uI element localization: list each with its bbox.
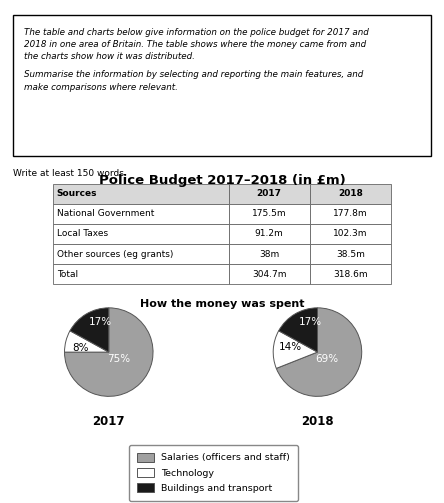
Bar: [310, 184, 391, 204]
Text: 102.3m: 102.3m: [333, 229, 368, 238]
Bar: [310, 264, 391, 284]
Text: 91.2m: 91.2m: [255, 229, 284, 238]
Bar: [310, 204, 391, 224]
Text: 17%: 17%: [89, 317, 112, 327]
Bar: [53, 264, 229, 284]
Text: 2018: 2018: [301, 415, 334, 428]
Text: Other sources (eg grants): Other sources (eg grants): [57, 249, 173, 259]
Text: 318.6m: 318.6m: [333, 270, 368, 279]
Bar: [53, 184, 229, 204]
Bar: [310, 224, 391, 244]
Wedge shape: [273, 331, 317, 368]
Bar: [229, 264, 310, 284]
Text: 2017: 2017: [92, 415, 125, 428]
Text: 175.5m: 175.5m: [252, 209, 286, 218]
Bar: [229, 244, 310, 264]
Text: Police Budget 2017–2018 (in £m): Police Budget 2017–2018 (in £m): [99, 174, 345, 187]
Text: 38.5m: 38.5m: [336, 249, 365, 259]
Bar: [229, 224, 310, 244]
Text: 2018: 2018: [338, 189, 363, 198]
Text: 2017: 2017: [257, 189, 282, 198]
Text: 177.8m: 177.8m: [333, 209, 368, 218]
Text: The table and charts below give information on the police budget for 2017 and
20: The table and charts below give informat…: [24, 28, 369, 61]
Text: 8%: 8%: [72, 343, 88, 353]
Wedge shape: [64, 331, 109, 352]
Text: Sources: Sources: [57, 189, 97, 198]
Text: 304.7m: 304.7m: [252, 270, 286, 279]
Text: Write at least 150 words.: Write at least 150 words.: [13, 169, 127, 178]
Text: How the money was spent: How the money was spent: [140, 299, 304, 309]
Wedge shape: [64, 308, 153, 396]
Bar: [53, 204, 229, 224]
Text: Summarise the information by selecting and reporting the main features, and
make: Summarise the information by selecting a…: [24, 70, 364, 92]
Text: 17%: 17%: [299, 317, 322, 327]
Bar: [229, 184, 310, 204]
Bar: [229, 204, 310, 224]
Wedge shape: [70, 308, 109, 352]
Wedge shape: [279, 308, 317, 352]
Wedge shape: [276, 308, 362, 396]
Text: Local Taxes: Local Taxes: [57, 229, 108, 238]
Text: National Government: National Government: [57, 209, 154, 218]
Text: 38m: 38m: [259, 249, 279, 259]
Text: 14%: 14%: [278, 342, 301, 352]
Legend: Salaries (officers and staff), Technology, Buildings and transport: Salaries (officers and staff), Technolog…: [129, 445, 297, 500]
Text: 75%: 75%: [107, 354, 130, 364]
Bar: [13, 15, 431, 156]
Bar: [53, 244, 229, 264]
Bar: [310, 244, 391, 264]
Text: Total: Total: [57, 270, 78, 279]
Text: 69%: 69%: [316, 354, 339, 364]
Bar: [53, 224, 229, 244]
